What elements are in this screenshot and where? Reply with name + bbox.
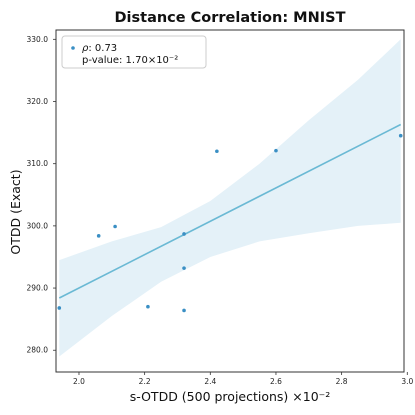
x-tick-label: 2.2 <box>139 377 151 386</box>
x-tick-label: 2.6 <box>270 377 282 386</box>
x-tick-label: 2.8 <box>336 377 348 386</box>
data-point-1 <box>57 306 62 310</box>
data-point-2 <box>96 234 101 238</box>
y-tick-label: 310.0 <box>27 159 49 168</box>
data-point-7 <box>182 232 186 236</box>
legend-entry-rho: ρ: 0.73 <box>82 43 117 54</box>
x-tick-label: 2.4 <box>204 377 216 386</box>
axes-frame <box>55 29 405 373</box>
y-tick-label: 320.0 <box>27 97 49 106</box>
y-tick-label: 300.0 <box>27 221 49 230</box>
data-point-6 <box>182 266 186 270</box>
plot-area <box>57 39 403 357</box>
confidence-band <box>59 39 401 357</box>
x-axis-ticks: 2.0 2.2 2.4 2.6 2.8 3.0 <box>73 372 413 386</box>
data-point-8 <box>215 149 219 154</box>
x-axis-label: s-OTDD (500 projections) ×10⁻² <box>130 389 331 404</box>
legend-entry-pvalue: p-value: 1.70×10⁻² <box>82 55 178 66</box>
y-axis-label: OTDD (Exact) <box>8 169 23 254</box>
legend-rho-symbol: ρ <box>82 43 89 54</box>
data-point-5 <box>182 308 186 313</box>
x-tick-label: 2.0 <box>73 377 85 386</box>
x-tick-label: 3.0 <box>401 377 413 386</box>
regression-line <box>58 123 402 299</box>
legend-rho-value: : 0.73 <box>88 43 117 54</box>
data-point-9 <box>274 148 278 153</box>
data-point-3 <box>113 224 117 229</box>
data-points <box>57 133 403 313</box>
legend-marker <box>71 46 75 50</box>
y-tick-label: 290.0 <box>27 284 49 293</box>
y-axis-ticks: 280.0 290.0 300.0 310.0 320.0 330.0 <box>27 35 56 355</box>
legend-box <box>61 35 207 69</box>
chart-title: Distance Correlation: MNIST <box>115 10 346 26</box>
data-point-4 <box>146 304 150 309</box>
y-tick-label: 280.0 <box>27 346 49 355</box>
y-tick-label: 330.0 <box>27 35 49 44</box>
legend: ρ: 0.73 p-value: 1.70×10⁻² <box>61 35 207 69</box>
data-point-10 <box>398 133 403 138</box>
